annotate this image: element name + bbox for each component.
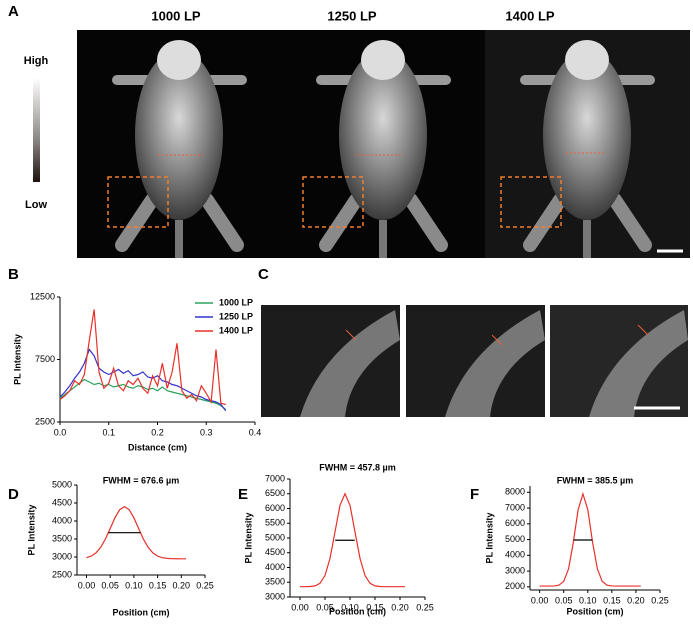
series-line bbox=[86, 505, 187, 560]
x-tick-label: 0.15 bbox=[366, 602, 384, 612]
series-line bbox=[59, 378, 227, 410]
y-axis-label: PL Intensity bbox=[12, 334, 22, 385]
y-tick-label: 6000 bbox=[265, 503, 285, 513]
panel-label: A bbox=[8, 3, 19, 20]
x-tick-label: 0.05 bbox=[101, 580, 119, 590]
panel-label: F bbox=[470, 486, 479, 503]
roi-box bbox=[500, 176, 562, 228]
y-tick-label: 4500 bbox=[52, 497, 72, 507]
x-tick-label: 0.25 bbox=[416, 602, 434, 612]
y-axis-label: PL Intensity bbox=[26, 505, 36, 556]
zoom-images bbox=[261, 305, 688, 417]
y-tick-label: 3000 bbox=[505, 565, 525, 575]
y-tick-label: 4000 bbox=[52, 515, 72, 525]
x-axis-label: Distance (cm) bbox=[128, 442, 187, 452]
roi-box bbox=[107, 176, 169, 228]
colorbar-high: High bbox=[24, 55, 49, 67]
panel-label: D bbox=[8, 486, 19, 503]
x-tick-label: 0.3 bbox=[200, 427, 213, 437]
x-tick-label: 0.15 bbox=[603, 595, 621, 605]
panel-label: E bbox=[238, 486, 248, 503]
x-axis-label: Position (cm) bbox=[329, 606, 386, 616]
legend-label: 1400 LP bbox=[219, 325, 253, 335]
series-line bbox=[539, 491, 641, 587]
legend-label: 1000 LP bbox=[219, 297, 253, 307]
x-tick-label: 0.1 bbox=[102, 427, 115, 437]
roi-box bbox=[302, 176, 364, 228]
y-tick-label: 5500 bbox=[265, 518, 285, 528]
x-tick-label: 0.25 bbox=[651, 595, 669, 605]
y-tick-label: 2000 bbox=[505, 581, 525, 591]
y-tick-label: 2500 bbox=[35, 416, 55, 426]
y-tick-label: 3000 bbox=[265, 591, 285, 601]
y-tick-label: 6500 bbox=[265, 488, 285, 498]
y-tick-label: 2500 bbox=[52, 569, 72, 579]
colorbar bbox=[33, 78, 40, 182]
y-tick-label: 3500 bbox=[265, 577, 285, 587]
x-tick-label: 0.05 bbox=[555, 595, 573, 605]
column-title: 1250 LP bbox=[327, 8, 376, 23]
y-tick-label: 4000 bbox=[505, 550, 525, 560]
x-tick-label: 0.4 bbox=[249, 427, 262, 437]
x-tick-label: 0.00 bbox=[78, 580, 96, 590]
leg-shape bbox=[300, 310, 400, 417]
x-tick-label: 0.0 bbox=[54, 427, 67, 437]
series-line bbox=[59, 309, 226, 406]
x-tick-label: 0.00 bbox=[291, 602, 309, 612]
legend-label: 1250 LP bbox=[219, 311, 253, 321]
y-tick-label: 5000 bbox=[52, 479, 72, 489]
y-tick-label: 3500 bbox=[52, 533, 72, 543]
y-axis-label: PL Intensity bbox=[243, 513, 253, 564]
chart-title: FWHM = 385.5 µm bbox=[557, 475, 633, 485]
x-tick-label: 0.2 bbox=[151, 427, 164, 437]
y-tick-label: 6000 bbox=[505, 518, 525, 528]
image-strip bbox=[77, 30, 690, 258]
x-tick-label: 0.00 bbox=[531, 595, 549, 605]
x-tick-label: 0.15 bbox=[149, 580, 167, 590]
chart-title: FWHM = 457.8 µm bbox=[319, 462, 395, 472]
profile-line bbox=[637, 324, 649, 336]
x-axis-label: Position (cm) bbox=[566, 606, 623, 616]
y-tick-label: 7000 bbox=[505, 502, 525, 512]
panel-label: C bbox=[258, 266, 269, 283]
series-line bbox=[300, 492, 405, 588]
x-tick-label: 0.05 bbox=[316, 602, 334, 612]
profile-line bbox=[491, 334, 503, 346]
y-tick-label: 5000 bbox=[505, 534, 525, 544]
x-tick-label: 0.25 bbox=[196, 580, 214, 590]
y-axis-label: PL Intensity bbox=[484, 513, 494, 564]
leg-shape bbox=[445, 310, 545, 417]
y-tick-label: 5000 bbox=[265, 532, 285, 542]
x-tick-label: 0.10 bbox=[125, 580, 143, 590]
x-tick-label: 0.20 bbox=[173, 580, 191, 590]
y-tick-label: 7000 bbox=[265, 473, 285, 483]
x-axis-label: Position (cm) bbox=[112, 607, 169, 617]
y-tick-label: 4500 bbox=[265, 547, 285, 557]
profile-line bbox=[345, 329, 357, 341]
x-tick-label: 0.10 bbox=[341, 602, 359, 612]
chart-title: FWHM = 676.6 µm bbox=[103, 475, 179, 485]
y-tick-label: 12500 bbox=[30, 291, 55, 301]
x-tick-label: 0.10 bbox=[579, 595, 597, 605]
colorbar-low: Low bbox=[25, 199, 47, 211]
y-tick-label: 3000 bbox=[52, 551, 72, 561]
y-tick-label: 7500 bbox=[35, 354, 55, 364]
column-title: 1000 LP bbox=[151, 8, 200, 23]
leg-shape bbox=[589, 310, 688, 417]
y-tick-label: 4000 bbox=[265, 562, 285, 572]
column-title: 1400 LP bbox=[505, 8, 554, 23]
y-tick-label: 8000 bbox=[505, 487, 525, 497]
panel-label: B bbox=[8, 266, 19, 283]
x-tick-label: 0.20 bbox=[627, 595, 645, 605]
x-tick-label: 0.20 bbox=[391, 602, 409, 612]
